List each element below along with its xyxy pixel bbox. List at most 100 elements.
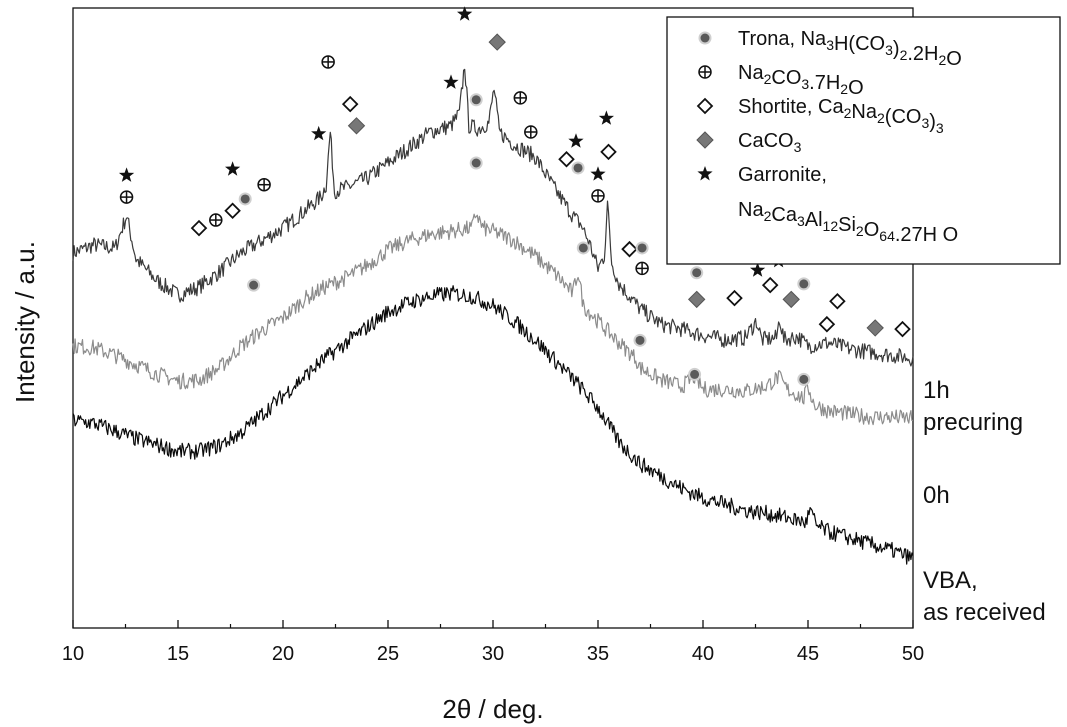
legend-text: Al [805,209,823,231]
garronite-star [750,262,766,277]
series-label-line: precuring [923,409,1023,436]
legend-subscript: 2 [764,71,772,87]
phase-marker-shortite [726,289,743,307]
phase-marker-shortite [224,202,241,220]
series-line-0 [72,68,914,367]
phase-marker-na2co3 [209,213,223,227]
phase-marker-trona [633,333,647,347]
y-axis-title: Intensity / a.u. [10,241,40,403]
phase-marker-caco3 [696,131,714,149]
legend-entry-trona: Trona, Na3H(CO3)2.2H2O [738,28,962,70]
phase-marker-na2co3 [321,55,335,69]
shortite-diamond [696,97,714,115]
phase-marker-caco3 [782,290,800,309]
shortite-diamond [761,276,779,294]
legend-text: Shortite, Ca [738,96,844,118]
legend-text: CaCO [738,130,794,152]
legend-subscript: 3 [936,120,944,136]
phase-marker-shortite [818,315,836,333]
x-tick-label: 10 [62,643,84,665]
phase-marker-garronite [225,161,241,176]
phase-marker-na2co3 [513,91,528,105]
shortite-diamond [818,315,836,333]
phase-marker-garronite [697,166,713,181]
series-line-1 [72,213,913,426]
shortite-diamond [621,240,638,258]
legend-text: Na [851,101,877,123]
x-tick-label: 20 [272,643,294,665]
garronite-star [568,133,584,148]
caco3-diamond [687,290,706,309]
legend-subscript: 2 [856,223,864,239]
legend-subscript: 2 [764,208,772,224]
x-axis: 10 15 20 25 30 35 40 45 50 [62,620,924,665]
diffraction-patterns [72,68,914,565]
phase-marker-trona [698,31,712,45]
phase-marker-shortite [600,143,617,161]
phase-marker-na2co3 [698,65,712,79]
phase-marker-caco3 [347,117,366,135]
phase-marker-trona [635,241,649,255]
legend-entry-caco3: CaCO3 [738,130,802,155]
caco3-diamond [782,290,800,309]
legend-text: Na [738,199,764,221]
legend-text: H(CO [834,33,885,55]
phase-marker-garronite [118,167,135,182]
legend-text: .2H [907,43,938,65]
phase-marker-shortite [621,240,638,258]
series-label-line: 0h [923,482,950,509]
x-tick-label: 40 [692,643,714,665]
legend-entry-na2co3: Na2CO3.7H2O [738,62,864,99]
legend-text: Na [738,62,764,84]
phase-marker-trona [797,372,811,386]
legend-text: ) [893,38,900,60]
series-line-2 [72,285,914,565]
x-tick-label: 30 [482,643,504,665]
legend-subscript: 3 [797,213,805,229]
trona-dot [635,335,645,345]
trona-dot [799,374,809,384]
caco3-diamond [866,319,884,337]
legend-subscript: 2 [900,47,908,63]
phase-marker-na2co3 [635,261,649,276]
phase-marker-trona [571,161,585,175]
phase-marker-trona [469,93,483,107]
shortite-diamond [190,219,208,237]
phase-marker-shortite [696,97,714,115]
x-tick-label: 50 [902,643,924,665]
shortite-diamond [558,151,575,168]
phase-marker-trona [797,277,811,291]
legend-text: CO [771,67,801,89]
caco3-diamond [488,33,506,51]
phase-marker-shortite [894,320,911,338]
series-labels: 1h precuring 0h VBA, as received [923,377,1046,626]
caco3-diamond [696,131,714,149]
phase-marker-shortite [829,292,846,310]
phase-markers [118,6,911,386]
legend-text: .27H O [895,224,958,246]
phase-marker-garronite [457,6,473,21]
x-axis-title: 2θ / deg. [442,694,543,724]
phase-marker-trona [688,367,702,381]
legend-text: O [848,77,864,99]
garronite-star [311,125,327,141]
shortite-diamond [341,95,359,113]
trona-dot [700,33,710,43]
legend-text: Si [838,214,856,236]
phase-marker-garronite [311,125,327,141]
trona-dot [799,279,809,289]
garronite-star [590,166,606,181]
phase-marker-trona [576,241,590,255]
trona-dot [573,163,583,173]
series-label-line: as received [923,599,1046,626]
legend-entry-none: Na2Ca3Al12Si2O64.27H O [738,199,958,246]
legend-box [666,16,1061,265]
legend-text: Ca [771,204,797,226]
phase-marker-shortite [761,276,779,294]
legend-entry-shortite: Shortite, Ca2Na2(CO3)3 [738,96,944,136]
legend-subscript: 2 [840,81,848,97]
trona-dot [471,95,481,105]
trona-dot [690,369,700,379]
shortite-diamond [894,320,911,338]
garronite-star [118,167,135,182]
